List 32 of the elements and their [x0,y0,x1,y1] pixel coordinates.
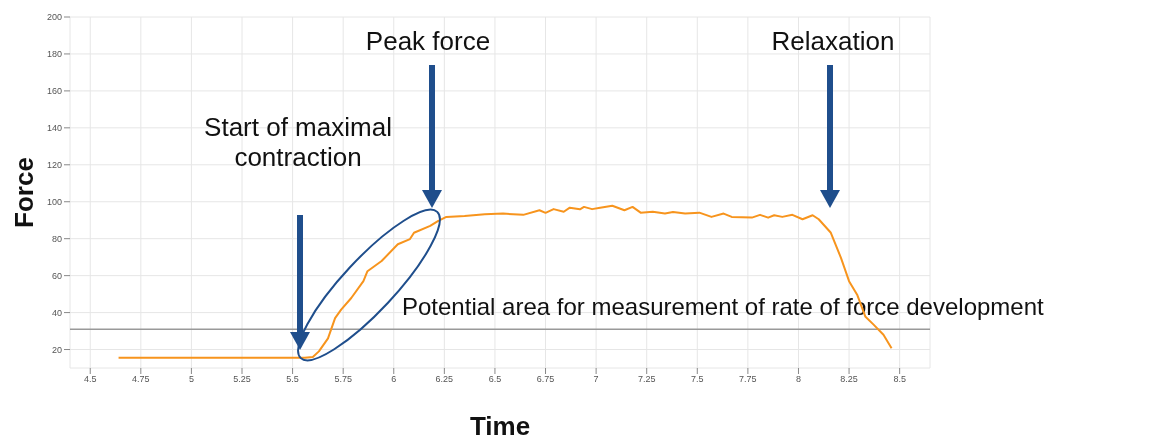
x-axis-title: Time [469,411,531,435]
annotation: Relaxation [771,26,895,56]
x-tick-label: 6.25 [435,374,454,385]
annotation: Start of maximal contraction [204,112,392,172]
x-tick-label: 5.75 [334,374,352,385]
x-tick-label: 8.5 [893,374,906,385]
x-tick-label: 5.5 [286,374,299,385]
x-tick-label: 6 [391,374,397,385]
y-tick-label: 160 [46,86,62,97]
x-tick-label: 7.25 [637,374,656,385]
x-tick-label: 5.25 [233,374,251,385]
y-tick-label: 80 [51,233,62,244]
y-tick-label: 100 [46,196,62,207]
y-tick-label: 200 [46,12,62,23]
x-tick-label: 6.75 [536,374,555,385]
x-tick-label: 4.75 [132,374,150,385]
y-tick-label: 180 [46,49,62,60]
x-tick-label: 4.5 [83,374,97,385]
x-tick-label: 5 [188,374,194,385]
y-tick-label: 20 [51,344,62,355]
x-tick-label: 6.5 [488,374,502,385]
y-axis-title: Force [9,157,40,228]
y-tick-label: 60 [51,270,62,281]
x-tick-label: 7.5 [691,374,704,385]
x-tick-label: 7 [593,374,599,385]
annotation: Peak force [365,26,491,56]
y-tick-label: 120 [46,159,62,170]
y-tick-label: 40 [51,307,62,318]
x-tick-label: 8.25 [840,374,858,385]
x-tick-label: 8 [795,374,801,385]
y-tick-label: 140 [46,123,62,134]
x-tick-label: 7.75 [739,374,757,385]
